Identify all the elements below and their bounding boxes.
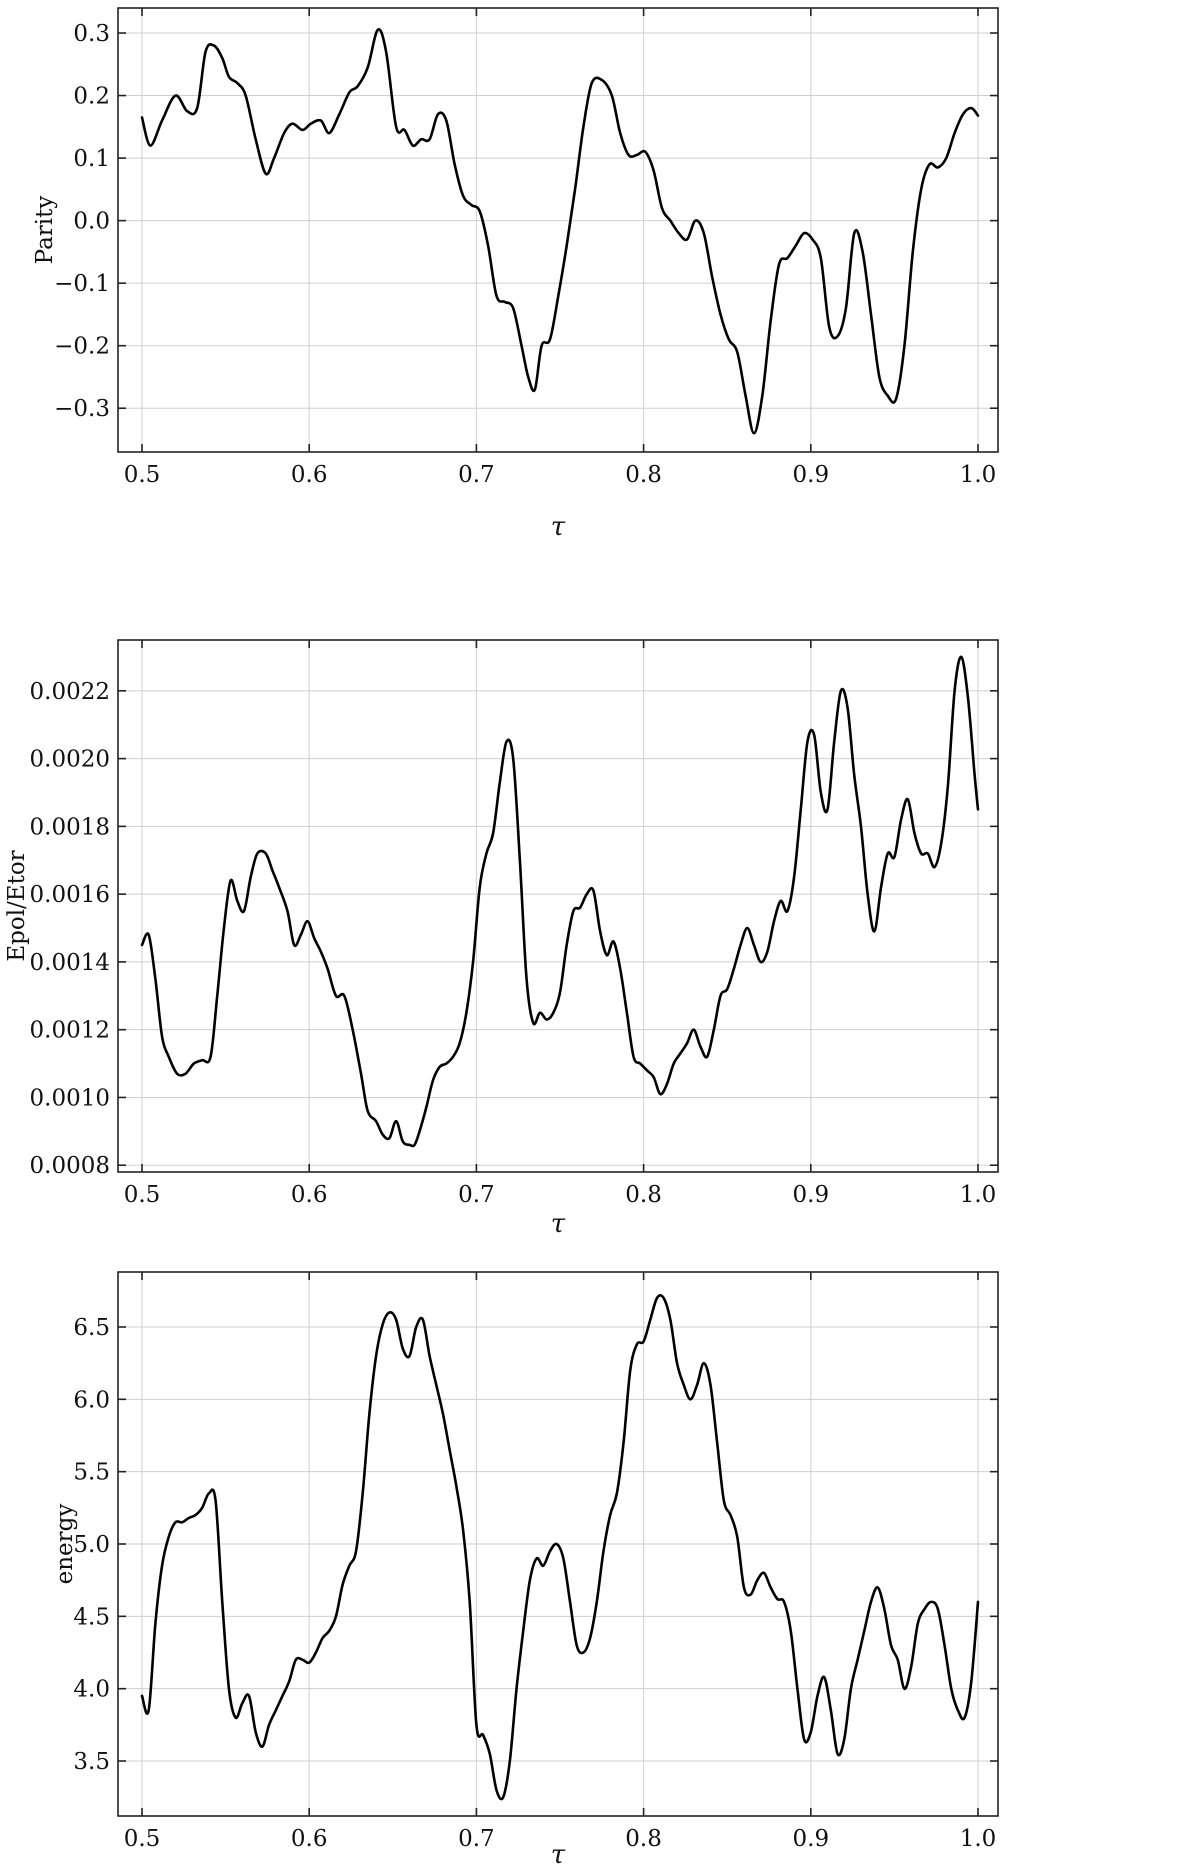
- y-tick-label: 0.0022: [30, 679, 110, 705]
- x-axis-label: τ: [551, 512, 566, 542]
- series-line: [140, 28, 980, 435]
- x-tick-label: 0.6: [291, 1182, 328, 1208]
- x-axis-label: τ: [551, 1209, 566, 1239]
- epol-etor-panel: 0.5 0.6 0.7 0.8 0.9 1.0 0.0022 0.0020 0.0018 0.00…: [4, 639, 999, 1239]
- y-axis-label: energy: [52, 1504, 78, 1585]
- x-axis-label: τ: [551, 1840, 566, 1869]
- y-tick-label: 0.0008: [30, 1153, 110, 1179]
- x-tick-label: 0.8: [625, 462, 662, 488]
- x-tick-label: 1.0: [960, 462, 997, 488]
- y-tick-label: 0.1: [73, 146, 110, 172]
- x-tick-label: 0.5: [124, 462, 161, 488]
- x-tick-label: 1.0: [960, 1182, 997, 1208]
- y-tick-label: 0.0014: [30, 950, 110, 976]
- x-tick-label: 0.9: [793, 1826, 830, 1852]
- plot-frame: [117, 639, 999, 1173]
- y-tick-label: −0.3: [54, 396, 110, 422]
- y-tick-label: 5.5: [73, 1460, 110, 1486]
- y-tick-label: −0.2: [54, 334, 110, 360]
- x-tick-label: 0.5: [124, 1826, 161, 1852]
- y-tick-label: 4.5: [73, 1604, 110, 1630]
- y-tick-label: 0.2: [73, 84, 110, 110]
- x-tick-label: 0.6: [291, 462, 328, 488]
- x-tick-label: 0.7: [458, 462, 495, 488]
- y-axis-label: Epol/Etor: [4, 850, 30, 961]
- plot-frame: [117, 7, 999, 453]
- x-tick-label: 0.9: [793, 462, 830, 488]
- y-tick-label: 0.3: [73, 21, 110, 47]
- y-tick-label: 0.0020: [30, 747, 110, 773]
- series-line: [140, 655, 980, 1148]
- y-axis-label: Parity: [32, 196, 58, 265]
- y-tick-label: 6.5: [73, 1315, 110, 1341]
- x-tick-label: 0.7: [458, 1182, 495, 1208]
- x-tick-label: 0.5: [124, 1182, 161, 1208]
- y-tick-label: 5.0: [73, 1532, 110, 1558]
- parity-panel: 0.5 0.6 0.7 0.8 0.9 1.0 0.3 0.2 0.1 0.0 −0.1 −0.2 −0…: [32, 7, 999, 542]
- y-tick-label: 0.0018: [30, 814, 110, 840]
- x-tick-label: 0.6: [291, 1826, 328, 1852]
- y-tick-label: 0.0012: [30, 1018, 110, 1044]
- y-tick-label: 6.0: [73, 1387, 110, 1413]
- series-line: [140, 1294, 980, 1801]
- y-tick-label: 0.0016: [30, 882, 110, 908]
- y-tick-label: −0.1: [54, 271, 110, 297]
- y-tick-label: 4.0: [73, 1677, 110, 1703]
- x-tick-label: 0.7: [458, 1826, 495, 1852]
- x-tick-label: 1.0: [960, 1826, 997, 1852]
- x-tick-label: 0.8: [625, 1182, 662, 1208]
- x-tick-label: 0.8: [625, 1826, 662, 1852]
- energy-panel: 0.5 0.6 0.7 0.8 0.9 1.0 6.5 6.0 5.5 5.0 4.5 4.0 3.5 τ…: [52, 1271, 999, 1869]
- x-tick-label: 0.9: [793, 1182, 830, 1208]
- y-tick-label: 0.0010: [30, 1085, 110, 1111]
- y-tick-label: 3.5: [73, 1749, 110, 1775]
- y-tick-label: 0.0: [73, 209, 110, 235]
